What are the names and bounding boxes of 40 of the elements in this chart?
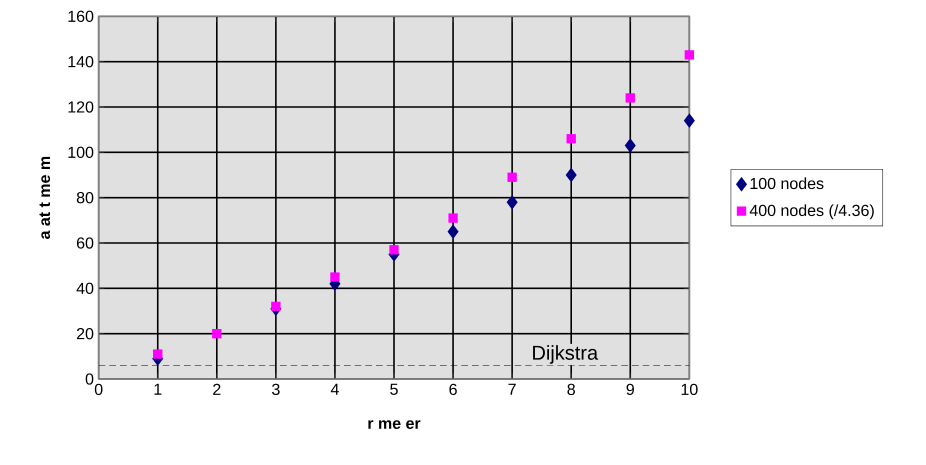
y-tick-label: 40: [76, 282, 94, 294]
x-tick-label: 2: [213, 384, 220, 395]
x-tick-label: 8: [567, 384, 575, 396]
x-tick-label: 1: [154, 384, 162, 395]
point: [507, 172, 517, 182]
point: [448, 224, 459, 239]
legend-label: 400 nodes (/4.36): [750, 204, 874, 220]
point: [212, 329, 222, 338]
x-tick-label: 10: [682, 384, 698, 396]
x-tick-label: 4: [330, 384, 339, 395]
y-tick-label: 0: [86, 373, 94, 385]
point: [566, 168, 577, 182]
x-tick-label: 0: [94, 384, 102, 396]
y-tick-label: 140: [68, 56, 94, 68]
x-tick-label: 5: [390, 384, 398, 395]
x-tick-label: 7: [508, 384, 516, 395]
point: [389, 245, 399, 254]
ref-line-label: Dijkstra: [533, 345, 598, 364]
point: [153, 349, 162, 359]
point: [506, 195, 518, 210]
legend-label: 100 nodes: [750, 177, 824, 190]
y-tick-label: 60: [76, 237, 94, 249]
point: [684, 50, 694, 60]
y-tick-label: 20: [76, 328, 94, 340]
y-tick-label: 160: [68, 10, 94, 22]
point: [566, 134, 576, 144]
y-tick-label: 100: [68, 146, 94, 158]
point: [271, 302, 281, 312]
point: [684, 113, 695, 128]
y-axis-title: a at t me m: [40, 156, 50, 239]
x-tick-label: 3: [272, 384, 280, 396]
x-tick-label: 9: [626, 384, 634, 396]
x-tick-label: 6: [449, 384, 457, 396]
point: [626, 93, 635, 103]
point: [330, 272, 340, 282]
point: [624, 138, 636, 153]
x-axis-title: r me er: [368, 420, 420, 429]
point: [448, 213, 458, 223]
y-tick-label: 120: [68, 101, 94, 113]
y-tick-label: 80: [76, 192, 94, 204]
